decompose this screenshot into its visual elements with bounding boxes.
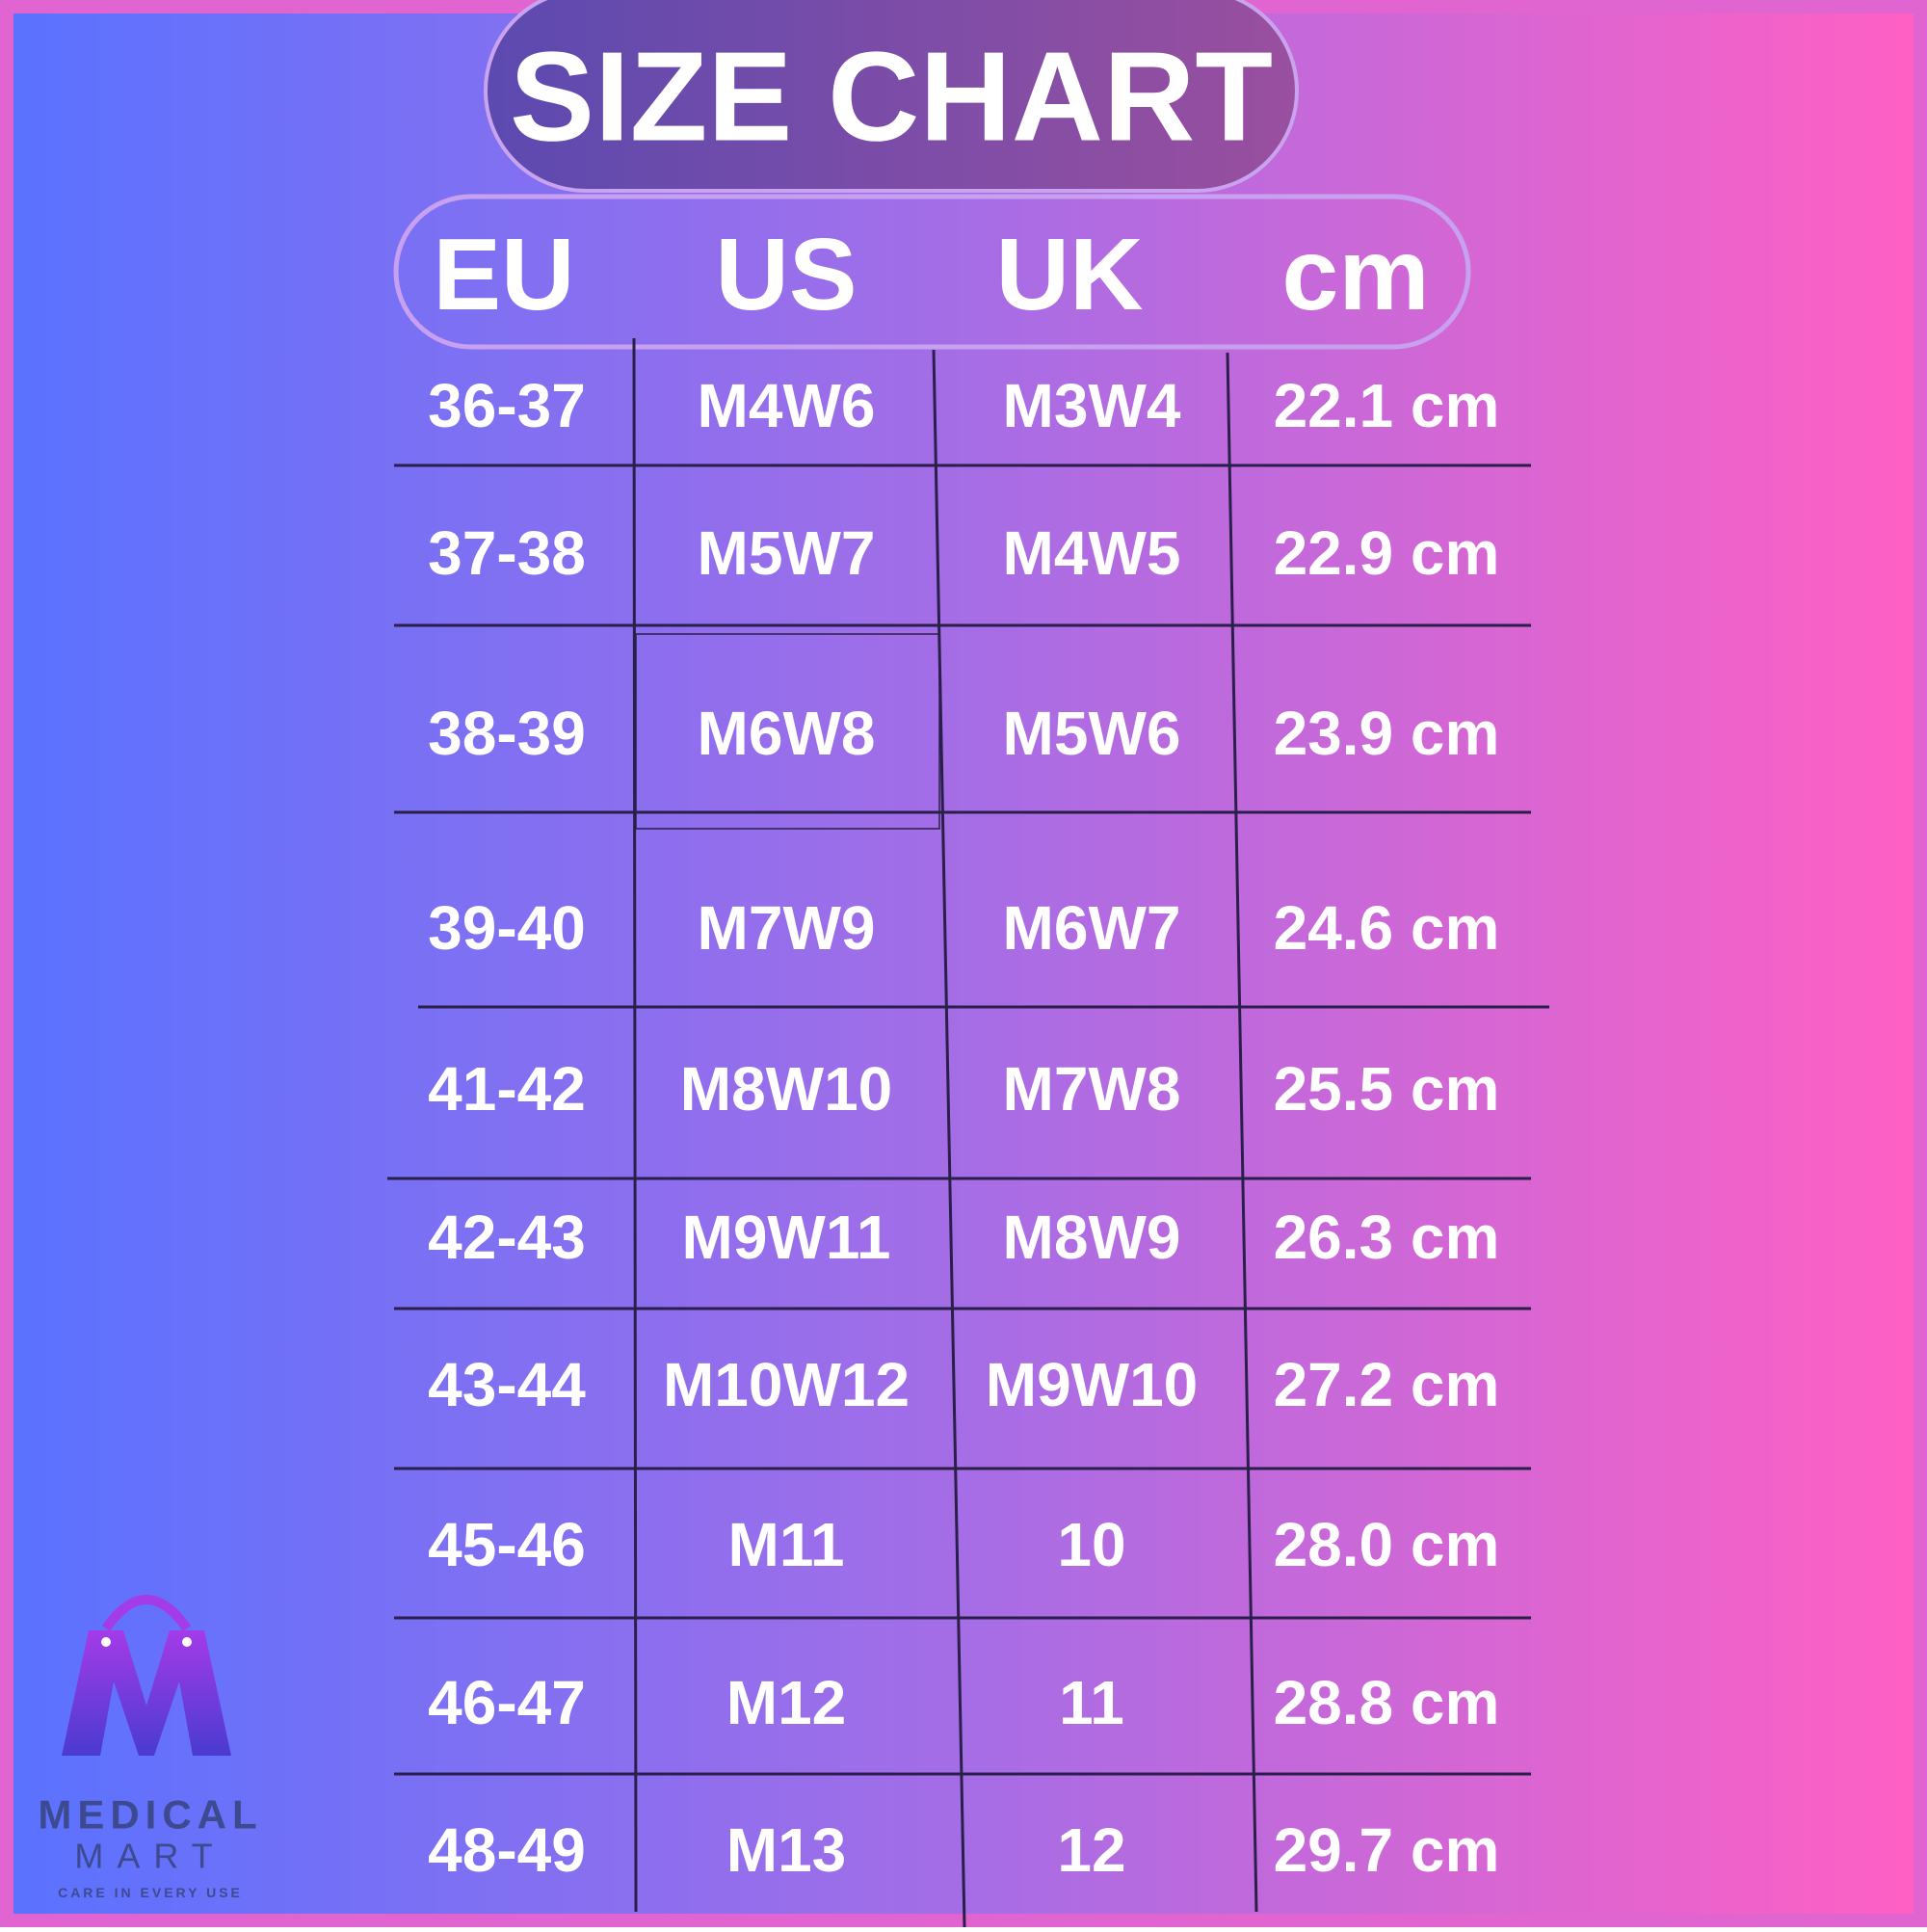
table-cell: M3W4 — [1003, 371, 1181, 440]
table-cell: 27.2 cm — [1274, 1350, 1500, 1419]
table-cell: 37-38 — [428, 518, 586, 588]
table-cell: 42-43 — [428, 1203, 586, 1272]
background — [13, 13, 1914, 1914]
table-cell: M13 — [726, 1815, 847, 1885]
table-cell: M8W9 — [1003, 1203, 1181, 1272]
table-cell: M4W6 — [698, 371, 876, 440]
table-cell: 41-42 — [428, 1054, 586, 1124]
table-cell: 11 — [1059, 1668, 1124, 1737]
logo-name: MEDICAL — [38, 1792, 262, 1838]
table-cell: M4W5 — [1003, 518, 1181, 588]
table-cell: 23.9 cm — [1274, 699, 1500, 768]
table-cell: M12 — [726, 1668, 847, 1737]
table-cell: 22.9 cm — [1274, 518, 1500, 588]
table-cell: 38-39 — [428, 699, 586, 768]
table-cell: 45-46 — [428, 1510, 586, 1579]
table-cell: M7W8 — [1003, 1054, 1181, 1124]
table-cell: M9W11 — [682, 1203, 891, 1272]
table-cell: 12 — [1057, 1815, 1125, 1885]
title-pill — [484, 0, 1299, 193]
table-cell: 36-37 — [428, 371, 586, 440]
table-cell: M9W10 — [986, 1350, 1199, 1419]
table-cell: 28.0 cm — [1274, 1510, 1500, 1579]
column-header: EU — [433, 218, 574, 331]
column-header: cm — [1281, 218, 1429, 331]
logo-tagline: CARE IN EVERY USE — [58, 1885, 243, 1900]
table-cell: M11 — [728, 1510, 845, 1579]
table-cell: 24.6 cm — [1274, 893, 1500, 963]
table-cell: M6W7 — [1003, 893, 1181, 963]
table-cell: 10 — [1057, 1510, 1125, 1579]
table-cell: M7W9 — [698, 893, 876, 963]
table-cell: 43-44 — [428, 1350, 586, 1419]
logo — [62, 1595, 231, 1756]
table-cell: M5W7 — [698, 518, 876, 588]
table-cell: 29.7 cm — [1274, 1815, 1500, 1885]
table-cell: M5W6 — [1003, 699, 1181, 768]
column-header: US — [715, 218, 857, 331]
table-cell: 39-40 — [428, 893, 586, 963]
header-pill — [393, 194, 1471, 350]
table-cell: M6W8 — [698, 699, 876, 768]
table-cell: 28.8 cm — [1274, 1668, 1500, 1737]
column-header: UK — [995, 218, 1143, 331]
grid — [387, 337, 1549, 1928]
table-cell: 46-47 — [428, 1668, 586, 1737]
table-cell: M10W12 — [663, 1350, 910, 1419]
logo-name: MART — [74, 1837, 225, 1876]
table-cell: 48-49 — [428, 1815, 586, 1885]
table-cell: 26.3 cm — [1274, 1203, 1500, 1272]
title: SIZE CHART — [510, 26, 1273, 168]
table-cell: M8W10 — [680, 1054, 893, 1124]
table-cell: 22.1 cm — [1274, 371, 1500, 440]
table-cell: 25.5 cm — [1274, 1054, 1500, 1124]
